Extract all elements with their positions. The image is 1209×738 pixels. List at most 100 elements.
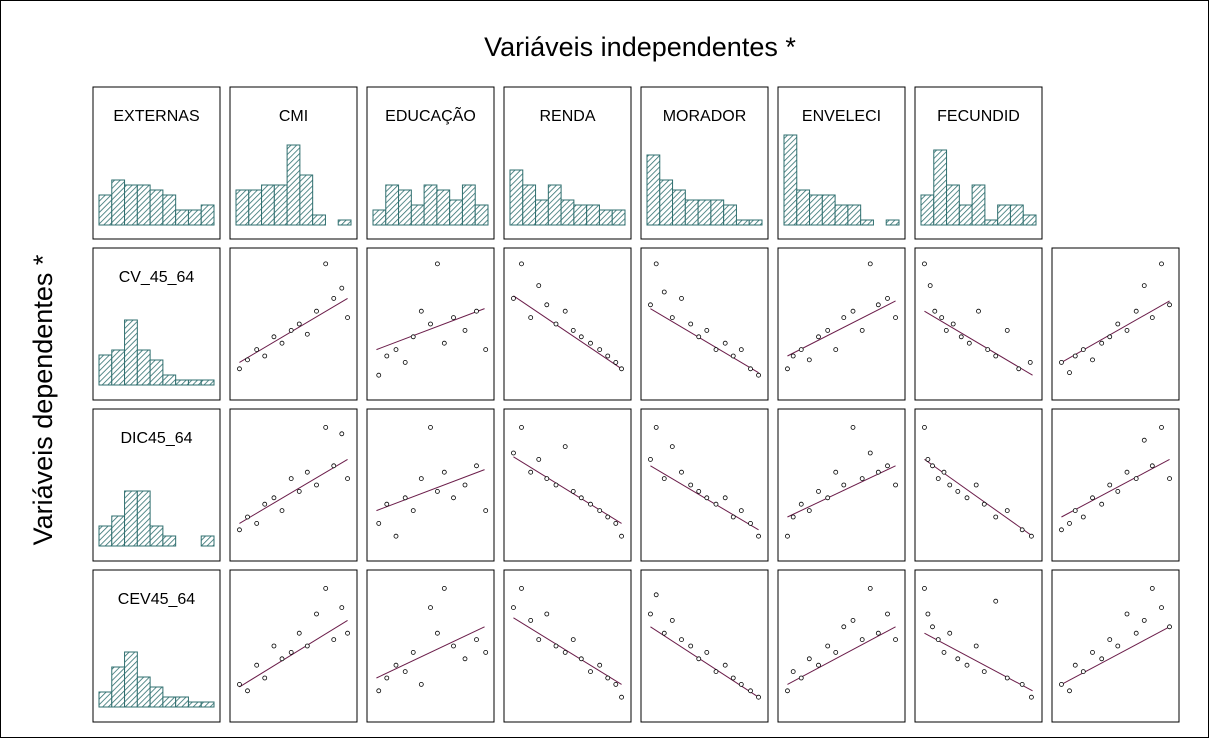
scatter-point bbox=[331, 295, 337, 301]
histogram-bar bbox=[509, 169, 524, 226]
scatter-point bbox=[648, 302, 653, 308]
histogram-bar bbox=[398, 189, 412, 226]
scatter-point bbox=[519, 261, 524, 267]
scatter-point bbox=[1149, 463, 1155, 469]
scatter-point bbox=[947, 482, 953, 488]
scatter-point bbox=[519, 424, 524, 430]
scatter-cell bbox=[503, 569, 632, 723]
scatter-point bbox=[730, 353, 736, 359]
histogram-bar bbox=[136, 490, 151, 547]
histogram-bar bbox=[461, 184, 476, 226]
scatter-point bbox=[704, 650, 710, 655]
scatter-point bbox=[553, 321, 559, 327]
scatter-point bbox=[254, 662, 260, 668]
scatter-point bbox=[859, 476, 865, 482]
histogram-bar bbox=[337, 219, 352, 226]
histogram-bar bbox=[162, 374, 177, 386]
histogram-bar bbox=[946, 184, 960, 226]
scatter-point bbox=[271, 334, 277, 340]
y-axis-label: Variáveis dependentes * bbox=[28, 254, 58, 545]
column-label: RENDA bbox=[539, 108, 595, 125]
scatter-point bbox=[859, 637, 865, 642]
fit-line bbox=[513, 295, 622, 370]
scatter-point bbox=[893, 482, 898, 488]
scatter-point bbox=[519, 586, 524, 591]
scatter-point bbox=[553, 643, 559, 649]
scatter-point bbox=[544, 476, 550, 482]
histogram-bar bbox=[984, 219, 999, 226]
scatter-point bbox=[588, 669, 593, 674]
scatter-point bbox=[748, 688, 753, 694]
scatter-point bbox=[339, 431, 345, 437]
scatter-point bbox=[511, 295, 516, 301]
scatter-point bbox=[544, 302, 550, 308]
scatter-point bbox=[402, 495, 408, 501]
chart-title: Variáveis independentes * bbox=[484, 32, 796, 62]
scatter-point bbox=[730, 675, 736, 681]
scatter-point bbox=[748, 366, 753, 372]
histogram-bar bbox=[971, 184, 986, 226]
scatter-point bbox=[1141, 283, 1147, 289]
histogram-bar bbox=[200, 701, 215, 708]
scatter-point bbox=[562, 650, 568, 655]
scatter-point bbox=[966, 340, 972, 346]
scatter-point bbox=[704, 495, 710, 501]
scatter-cell bbox=[1051, 569, 1180, 723]
histogram-bar bbox=[611, 209, 626, 226]
scatter-point bbox=[730, 514, 736, 520]
scatter-point bbox=[428, 424, 433, 430]
scatter-point bbox=[619, 366, 624, 372]
scatter-point bbox=[850, 308, 856, 314]
scatter-point bbox=[833, 469, 839, 475]
scatter-point bbox=[570, 637, 576, 642]
scatter-point bbox=[955, 488, 961, 494]
scatter-point bbox=[237, 682, 242, 687]
scatter-point bbox=[304, 643, 310, 649]
column-label: FECUNDID bbox=[937, 108, 1020, 125]
scatter-point bbox=[296, 630, 302, 636]
scatter-point bbox=[790, 353, 796, 359]
histogram-bar bbox=[958, 204, 973, 226]
scatter-point bbox=[939, 315, 945, 321]
fit-line bbox=[239, 619, 348, 688]
scatter-cell bbox=[777, 247, 906, 401]
scatter-point bbox=[1029, 533, 1034, 539]
row-label: DIC45_64 bbox=[120, 430, 192, 447]
scatter-point bbox=[798, 501, 804, 507]
histogram-bar bbox=[111, 515, 126, 547]
scatter-point bbox=[885, 295, 890, 301]
scatter-point bbox=[943, 327, 949, 333]
header-cell bbox=[503, 86, 632, 240]
histogram-bar bbox=[111, 349, 126, 386]
scatter-point bbox=[669, 315, 675, 321]
scatter-point bbox=[1159, 424, 1164, 430]
scatter-point bbox=[756, 533, 761, 539]
scatter-point bbox=[738, 508, 744, 514]
scatter-point bbox=[875, 302, 881, 308]
scatter-point bbox=[314, 611, 319, 617]
histogram-bar bbox=[885, 219, 900, 226]
histogram-bar bbox=[175, 209, 189, 226]
histogram-bar bbox=[273, 184, 288, 226]
scatter-point bbox=[384, 501, 390, 507]
column-label: MORADOR bbox=[663, 108, 747, 125]
scatter-point bbox=[825, 327, 831, 333]
scatter-point bbox=[428, 321, 433, 327]
scatter-cell bbox=[229, 247, 358, 401]
fit-line bbox=[513, 456, 622, 524]
scatter-point bbox=[441, 340, 447, 346]
scatter-point bbox=[947, 630, 953, 636]
scatter-point bbox=[722, 340, 728, 346]
scatter-point bbox=[279, 508, 285, 514]
scatter-point bbox=[1141, 437, 1147, 443]
scatter-point bbox=[1115, 321, 1121, 327]
scatter-point bbox=[1159, 261, 1164, 267]
fit-line bbox=[513, 617, 622, 685]
fit-line bbox=[924, 632, 1033, 692]
histogram-bar bbox=[200, 379, 215, 386]
histogram-bar bbox=[735, 219, 750, 226]
scatter-point bbox=[1141, 618, 1147, 623]
fit-line bbox=[1061, 300, 1170, 363]
histogram-bar bbox=[847, 204, 862, 226]
scatter-point bbox=[850, 618, 856, 623]
